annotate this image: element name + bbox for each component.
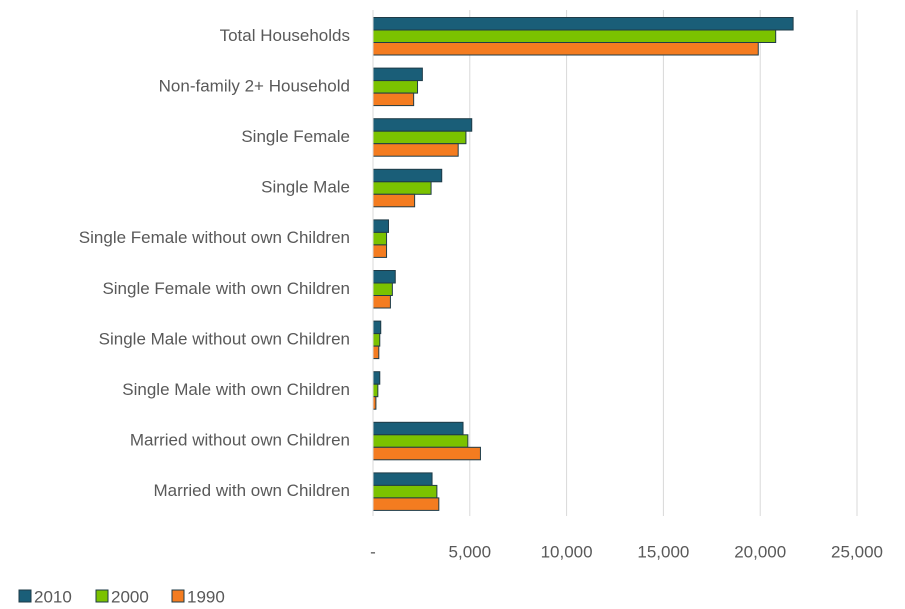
category-label: Single Female with own Children bbox=[102, 279, 350, 298]
bar-2000 bbox=[372, 29, 777, 43]
legend-swatch-2010 bbox=[18, 589, 32, 603]
legend-label: 2000 bbox=[111, 588, 149, 607]
gridlines bbox=[469, 10, 858, 516]
bar-2010 bbox=[372, 17, 794, 31]
category-labels: Total Households Non-family 2+ Household S… bbox=[79, 26, 350, 500]
x-tick-label: 15,000 bbox=[637, 543, 689, 562]
category-label: Non-family 2+ Household bbox=[159, 76, 350, 95]
x-tick-label: 5,000 bbox=[449, 543, 492, 562]
category-label: Single Female bbox=[241, 127, 350, 146]
x-tick-label: 25,000 bbox=[831, 543, 883, 562]
bar-2010 bbox=[372, 472, 433, 486]
category-label: Single Male bbox=[261, 178, 350, 197]
category-label: Married without own Children bbox=[130, 431, 350, 450]
bar-2000 bbox=[372, 130, 467, 145]
x-tick-labels: - 5,000 10,000 15,000 20,000 25,000 bbox=[370, 543, 883, 562]
bar-1990 bbox=[372, 497, 440, 511]
legend: 2010 2000 1990 bbox=[18, 588, 225, 607]
legend-label: 1990 bbox=[187, 588, 225, 607]
bar-2000 bbox=[372, 80, 419, 94]
bar-1990 bbox=[372, 42, 759, 56]
bar-2000 bbox=[372, 434, 469, 448]
bar-2000 bbox=[372, 333, 381, 347]
bar-2000 bbox=[372, 484, 438, 499]
bar-2010 bbox=[372, 219, 389, 233]
bar-2010 bbox=[372, 320, 382, 335]
x-tick-label: 20,000 bbox=[734, 543, 786, 562]
bar-2010 bbox=[372, 270, 396, 284]
category-label: Total Households bbox=[220, 26, 350, 45]
bar-2000 bbox=[372, 383, 379, 398]
bars bbox=[372, 17, 794, 511]
bar-1990 bbox=[372, 143, 459, 157]
bar-1990 bbox=[372, 446, 481, 461]
bar-2000 bbox=[372, 181, 432, 195]
bar-1990 bbox=[372, 92, 415, 107]
x-tick-label: 10,000 bbox=[541, 543, 593, 562]
bar-1990 bbox=[372, 295, 391, 309]
bar-2000 bbox=[372, 282, 393, 296]
bar-2010 bbox=[372, 371, 381, 385]
category-label: Single Male with own Children bbox=[122, 380, 350, 399]
bar-2010 bbox=[372, 421, 464, 436]
category-label: Married with own Children bbox=[153, 481, 350, 500]
bar-1990 bbox=[372, 244, 388, 258]
legend-swatch-1990 bbox=[171, 589, 185, 603]
category-label: Single Female without own Children bbox=[79, 228, 350, 247]
bar-2010 bbox=[372, 168, 443, 183]
bar-2010 bbox=[372, 67, 423, 82]
legend-label: 2010 bbox=[34, 588, 72, 607]
bar-1990 bbox=[372, 193, 416, 208]
bar-2000 bbox=[372, 231, 388, 246]
legend-swatch-2000 bbox=[95, 589, 109, 603]
bar-2010 bbox=[372, 118, 473, 132]
bar-1990 bbox=[372, 345, 380, 360]
x-tick-label: - bbox=[370, 543, 376, 562]
category-label: Single Male without own Children bbox=[99, 329, 350, 348]
